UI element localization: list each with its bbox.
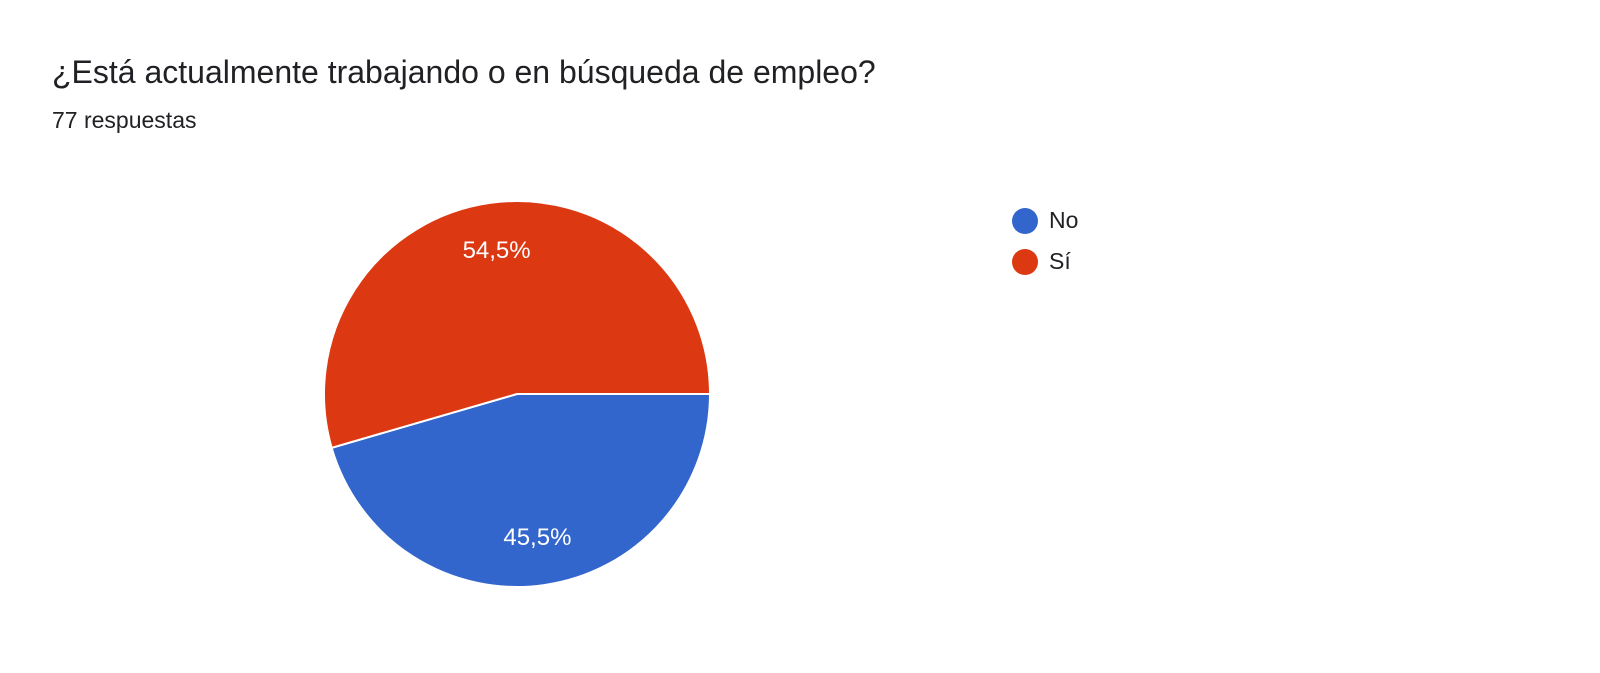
pie-slice-si[interactable] (323, 200, 712, 450)
pie-slice-no[interactable] (330, 393, 712, 588)
response-count: 77 respuestas (52, 107, 197, 133)
chart-title: ¿Está actualmente trabajando o en búsque… (52, 54, 876, 90)
legend-swatch-si (1012, 248, 1038, 275)
legend-label-no: No (1049, 207, 1079, 233)
slice-label-si: 54,5% (463, 237, 531, 264)
legend-item-no[interactable]: No (1012, 200, 1078, 241)
legend-swatch-no (1012, 207, 1038, 234)
slice-label-no: 45,5% (503, 524, 571, 551)
legend: No Sí (1012, 200, 1078, 282)
legend-label-si: Sí (1049, 248, 1071, 274)
legend-item-si[interactable]: Sí (1012, 241, 1078, 282)
